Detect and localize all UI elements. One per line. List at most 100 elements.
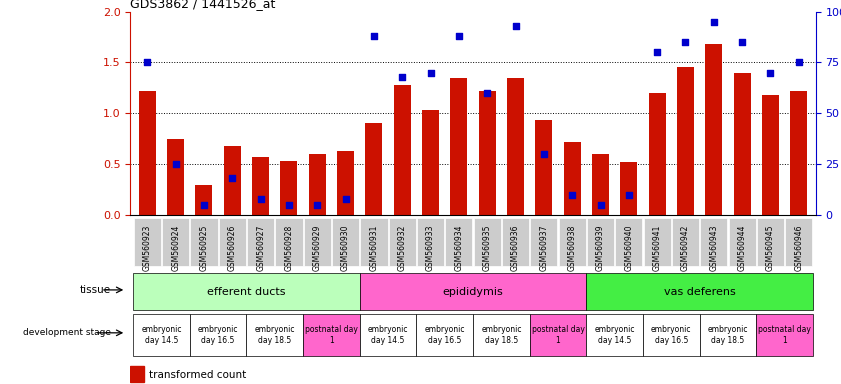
Text: epididymis: epididymis <box>442 287 504 297</box>
Point <box>594 202 607 208</box>
Point <box>707 18 721 25</box>
Text: transformed count: transformed count <box>149 370 246 380</box>
Point <box>480 90 494 96</box>
Text: GSM560942: GSM560942 <box>681 224 690 271</box>
Point <box>424 70 437 76</box>
Bar <box>422 110 439 215</box>
Text: postnatal day
1: postnatal day 1 <box>759 325 811 345</box>
Text: GSM560945: GSM560945 <box>766 224 775 271</box>
Bar <box>246 314 303 356</box>
Bar <box>247 218 274 266</box>
Bar <box>417 218 444 266</box>
Bar <box>360 314 416 356</box>
Bar <box>416 314 473 356</box>
Text: GSM560938: GSM560938 <box>568 224 577 271</box>
Bar <box>507 78 524 215</box>
Bar <box>643 314 700 356</box>
Bar <box>586 314 643 356</box>
Text: embryonic
day 18.5: embryonic day 18.5 <box>255 325 295 345</box>
Bar <box>280 161 298 215</box>
Point <box>140 59 154 65</box>
Text: embryonic
day 18.5: embryonic day 18.5 <box>708 325 748 345</box>
Bar <box>162 218 189 266</box>
Point <box>225 175 239 182</box>
Bar <box>762 95 779 215</box>
Bar <box>195 185 213 215</box>
Point <box>537 151 551 157</box>
Point <box>565 192 579 198</box>
Bar <box>587 218 614 266</box>
Point <box>764 70 777 76</box>
Bar <box>451 78 468 215</box>
Bar <box>332 218 359 266</box>
Text: vas deferens: vas deferens <box>664 287 736 297</box>
Text: GSM560941: GSM560941 <box>653 224 662 271</box>
Bar <box>733 73 751 215</box>
Bar <box>252 157 269 215</box>
Point <box>452 33 466 39</box>
Point <box>622 192 636 198</box>
Text: GSM560931: GSM560931 <box>369 224 378 271</box>
Bar <box>616 218 643 266</box>
Text: GSM560939: GSM560939 <box>596 224 605 271</box>
Bar <box>337 151 354 215</box>
Bar <box>728 218 756 266</box>
Point <box>792 59 806 65</box>
Point <box>198 202 211 208</box>
Text: development stage: development stage <box>23 328 111 337</box>
Text: GSM560935: GSM560935 <box>483 224 492 271</box>
Bar <box>389 218 415 266</box>
Point <box>368 33 381 39</box>
Bar <box>130 366 144 382</box>
Text: GDS3862 / 1441526_at: GDS3862 / 1441526_at <box>130 0 276 10</box>
Text: tissue: tissue <box>80 285 111 295</box>
Bar <box>275 218 303 266</box>
Bar <box>621 162 637 215</box>
Bar <box>309 154 325 215</box>
Text: GSM560929: GSM560929 <box>313 224 322 271</box>
Text: embryonic
day 18.5: embryonic day 18.5 <box>481 325 521 345</box>
Bar <box>701 218 727 266</box>
Bar <box>563 142 580 215</box>
Point <box>735 39 748 45</box>
Bar <box>706 44 722 215</box>
Point <box>395 74 409 80</box>
Bar <box>139 91 156 215</box>
Point <box>254 196 267 202</box>
Bar <box>133 314 190 356</box>
Point <box>679 39 692 45</box>
Bar <box>643 218 671 266</box>
Text: GSM560925: GSM560925 <box>199 224 209 271</box>
Point <box>283 202 296 208</box>
Text: GSM560933: GSM560933 <box>426 224 435 271</box>
Bar <box>224 146 241 215</box>
Point <box>509 23 522 29</box>
Text: GSM560943: GSM560943 <box>709 224 718 271</box>
Bar <box>479 91 495 215</box>
Text: GSM560936: GSM560936 <box>511 224 520 271</box>
Bar <box>531 218 558 266</box>
Text: GSM560927: GSM560927 <box>257 224 265 271</box>
Point <box>650 49 664 55</box>
Bar <box>445 218 473 266</box>
Bar <box>366 124 383 215</box>
Bar <box>167 139 184 215</box>
Text: GSM560923: GSM560923 <box>143 224 152 271</box>
Bar <box>791 91 807 215</box>
Bar <box>303 314 360 356</box>
Text: GSM560930: GSM560930 <box>341 224 350 271</box>
Point <box>310 202 324 208</box>
Point <box>169 161 182 167</box>
Text: embryonic
day 16.5: embryonic day 16.5 <box>425 325 465 345</box>
Bar <box>677 68 694 215</box>
Bar <box>586 273 813 310</box>
Bar <box>502 218 529 266</box>
Point <box>339 196 352 202</box>
Text: GSM560924: GSM560924 <box>172 224 180 271</box>
Bar <box>785 218 812 266</box>
Bar <box>133 273 360 310</box>
Text: GSM560937: GSM560937 <box>539 224 548 271</box>
Bar <box>360 273 586 310</box>
Text: embryonic
day 14.5: embryonic day 14.5 <box>368 325 409 345</box>
Text: GSM560932: GSM560932 <box>398 224 407 271</box>
